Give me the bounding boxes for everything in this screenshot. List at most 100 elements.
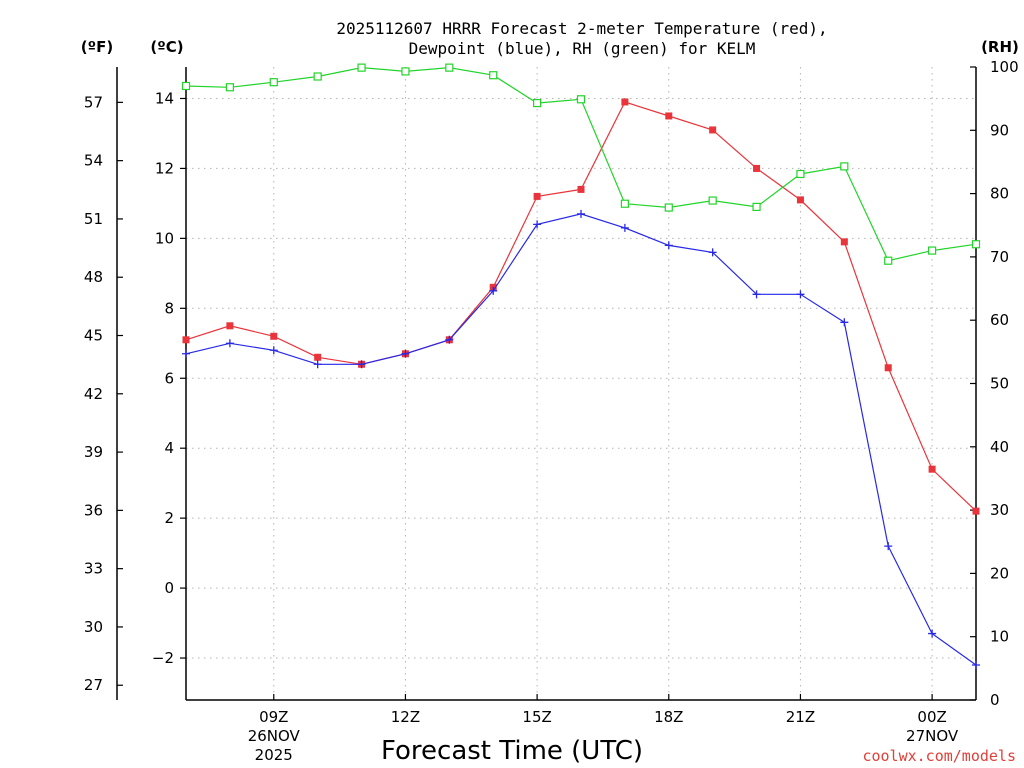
temperature-line: [185, 101, 977, 512]
fahrenheit-tick-label: 45: [84, 327, 103, 345]
rh-tick-label: 10: [990, 628, 1009, 646]
x-tick-label: 00Z: [917, 708, 946, 726]
temperature-point: [533, 192, 541, 200]
dewpoint-point: [928, 629, 937, 638]
celsius-tick-label: 2: [164, 509, 174, 527]
temperature-point: [577, 185, 585, 193]
x-tick-date: 26NOV: [248, 727, 301, 745]
temperature-point: [884, 364, 892, 372]
x-tick-label: 15Z: [522, 708, 551, 726]
dewpoint-point: [533, 220, 542, 229]
temperature-point: [709, 126, 717, 134]
rh-tick-label: 60: [990, 311, 1009, 329]
dewpoint-point: [577, 209, 585, 218]
temperature-point: [972, 507, 980, 515]
fahrenheit-tick-label: 39: [84, 443, 103, 461]
fahrenheit-tick-label: 27: [84, 676, 103, 694]
axes: −2 0 2 4 6 8 10 12 14 27 30 33 36 39 42 45 48 51 54 57 0 10 20…: [84, 58, 1019, 764]
rh-tick-label: 40: [990, 438, 1009, 456]
fahrenheit-tick-label: 30: [84, 618, 103, 636]
temperature-point: [796, 196, 804, 204]
dewpoint-point: [708, 248, 717, 257]
rh-tick-label: 0: [990, 691, 1000, 709]
temperature-point: [928, 465, 936, 473]
rh-point: [796, 169, 805, 179]
fahrenheit-tick-label: 36: [84, 501, 103, 519]
temperature-point: [753, 164, 761, 172]
fahrenheit-unit-label: (ºF): [81, 38, 113, 56]
rh-tick-label: 20: [990, 564, 1009, 582]
celsius-unit-label: (ºC): [150, 38, 183, 56]
rh-point: [225, 83, 234, 92]
fahrenheit-tick-label: 33: [84, 560, 103, 578]
rh-point: [884, 256, 893, 265]
x-tick-label: 12Z: [391, 708, 420, 726]
x-tick-year: 2025: [255, 746, 293, 764]
fahrenheit-tick-label: 57: [84, 93, 103, 111]
x-tick-date: 27NOV: [906, 727, 959, 745]
rh-tick-label: 90: [990, 121, 1009, 139]
dewpoint-point: [664, 241, 673, 250]
dewpoint-point: [752, 290, 761, 299]
dewpoint-point: [840, 318, 849, 327]
celsius-tick-label: 10: [155, 229, 174, 247]
temperature-point: [226, 322, 234, 330]
dewpoint-point: [972, 661, 980, 670]
temperature-point: [270, 332, 278, 340]
rh-tick-label: 30: [990, 501, 1009, 519]
dewpoint-point: [620, 223, 629, 232]
fahrenheit-tick-label: 51: [84, 210, 103, 228]
celsius-tick-label: 8: [164, 299, 174, 317]
dewpoint-point: [489, 286, 498, 295]
dewpoint-point: [357, 360, 366, 369]
rh-point: [708, 196, 717, 205]
celsius-tick-label: 12: [155, 159, 174, 177]
dewpoint-point: [313, 360, 322, 369]
rh-point: [752, 202, 761, 211]
rh-point: [445, 63, 454, 72]
temperature-point: [840, 238, 848, 246]
celsius-tick-label: 14: [155, 89, 174, 107]
rh-tick-label: 100: [990, 58, 1019, 76]
x-tick-label: 18Z: [654, 708, 683, 726]
rh-point: [401, 67, 410, 76]
x-tick-label: 09Z: [259, 708, 288, 726]
dewpoint-point: [884, 542, 893, 551]
rh-tick-label: 80: [990, 185, 1009, 203]
rh-unit-label: (RH): [981, 38, 1019, 56]
dewpoint-point: [401, 349, 410, 358]
x-axis-label: Forecast Time (UTC): [381, 736, 643, 766]
dewpoint-point: [796, 290, 805, 299]
rh-point: [489, 71, 498, 80]
celsius-tick-label: 6: [164, 369, 174, 387]
chart-title-line1: 2025112607 HRRR Forecast 2-meter Tempera…: [336, 19, 827, 38]
rh-point: [971, 240, 981, 249]
rh-point: [269, 78, 278, 87]
fahrenheit-tick-label: 42: [84, 385, 103, 403]
credit-text: coolwx.com/models: [862, 747, 1016, 765]
rh-point: [928, 246, 937, 255]
temperature-point: [621, 98, 629, 106]
rh-point: [533, 98, 542, 108]
temperature-point: [314, 353, 322, 361]
dewpoint-point: [445, 335, 454, 344]
chart-title-line2: Dewpoint (blue), RH (green) for KELM: [409, 39, 756, 58]
gridlines: [186, 67, 976, 700]
rh-tick-label: 50: [990, 375, 1009, 393]
x-tick-label: 21Z: [786, 708, 815, 726]
rh-point: [664, 203, 673, 212]
rh-point: [313, 72, 322, 81]
rh-point: [576, 95, 586, 104]
rh-point: [357, 63, 366, 72]
rh-point: [181, 81, 191, 91]
temperature-point: [665, 112, 673, 120]
temperature-point: [182, 336, 190, 344]
fahrenheit-tick-label: 54: [84, 152, 103, 170]
dewpoint-point: [182, 349, 190, 358]
rh-point: [840, 162, 849, 171]
rh-point: [620, 199, 629, 208]
celsius-tick-label: −2: [152, 649, 174, 667]
fahrenheit-tick-label: 48: [84, 268, 103, 286]
rh-tick-label: 70: [990, 248, 1009, 266]
